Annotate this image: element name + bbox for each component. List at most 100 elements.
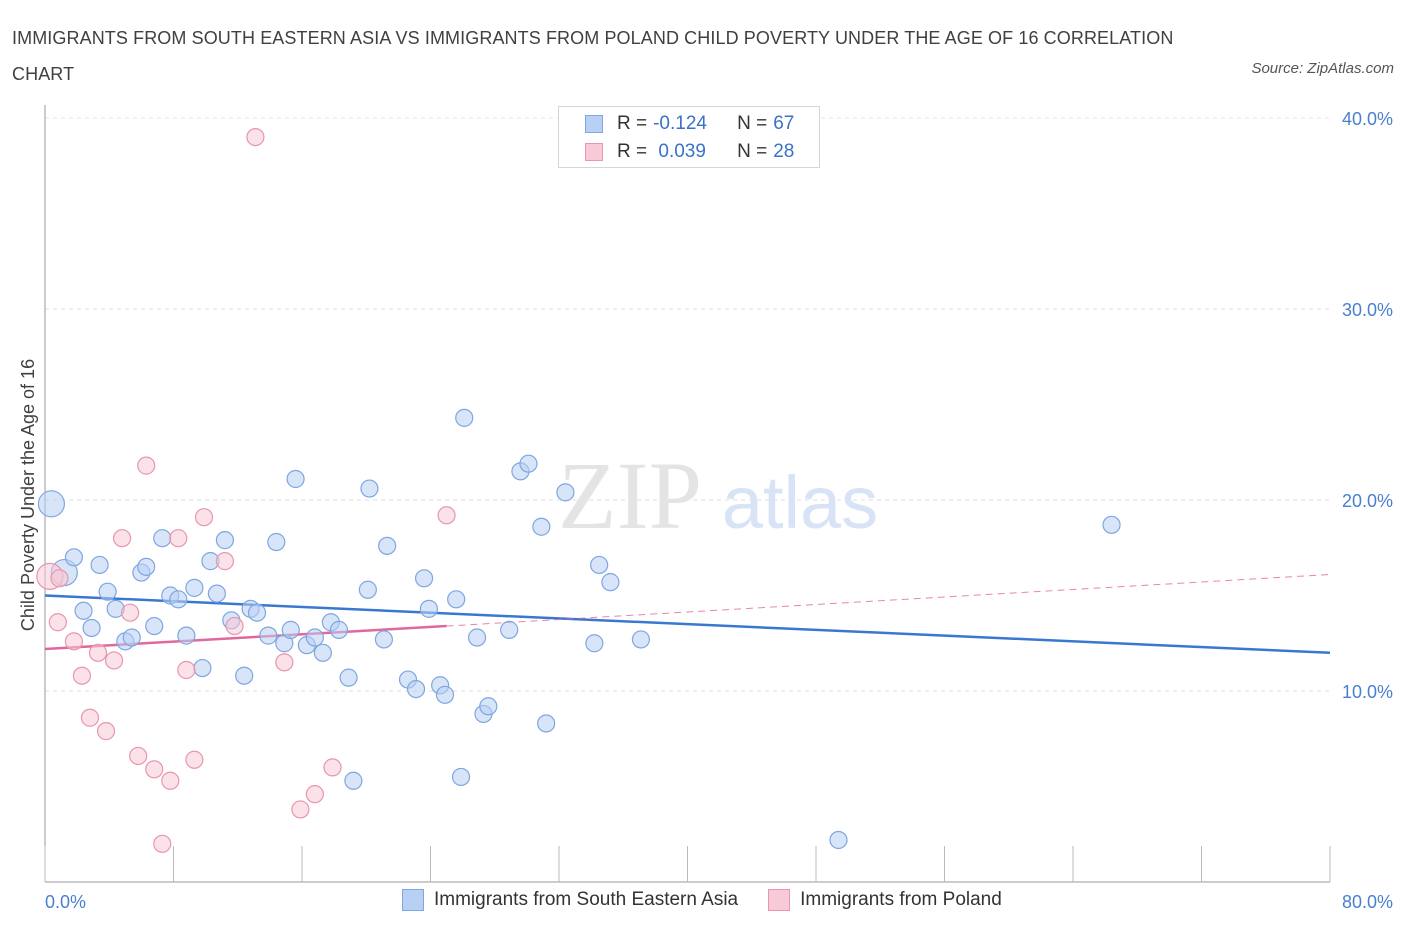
point-sea	[406, 679, 426, 699]
point-poland	[185, 750, 204, 769]
x-tick-labels: 0.0% 80.0%	[45, 892, 1393, 912]
point-sea	[193, 658, 212, 678]
legend-swatch-poland	[768, 889, 791, 911]
point-sea	[281, 620, 300, 639]
point-sea	[185, 578, 204, 597]
point-poland	[72, 666, 92, 685]
point-poland	[194, 508, 214, 527]
point-poland	[80, 708, 100, 727]
point-poland	[177, 660, 196, 680]
trend-line-poland	[44, 624, 447, 651]
r-value-poland: 0.039	[653, 141, 706, 162]
point-poland	[323, 758, 342, 777]
point-poland	[96, 722, 116, 741]
legend-label-sea: Immigrants from South Eastern Asia	[434, 889, 739, 910]
r-value-sea: -0.124	[653, 113, 707, 134]
trend-lines	[44, 573, 1331, 655]
n-label: N =	[737, 113, 768, 134]
point-poland	[275, 653, 294, 672]
legend-item-poland[interactable]: Immigrants from Poland	[768, 889, 1002, 911]
point-sea	[414, 569, 434, 588]
data-points	[36, 128, 1121, 853]
point-sea	[64, 548, 84, 567]
point-sea	[286, 469, 305, 489]
legend-item-sea[interactable]: Immigrants from South Eastern Asia	[402, 889, 738, 911]
point-sea	[601, 573, 620, 592]
point-sea	[829, 830, 848, 850]
point-poland	[145, 760, 164, 779]
legend-swatch-poland	[585, 143, 603, 161]
chart-title: IMMIGRANTS FROM SOUTH EASTERN ASIA VS IM…	[12, 28, 1174, 84]
point-sea	[537, 714, 556, 733]
n-value-sea: 67	[773, 113, 795, 134]
point-poland	[246, 128, 265, 147]
legend-swatch-sea	[585, 115, 603, 133]
point-poland	[437, 506, 456, 525]
legend-label-poland: Immigrants from Poland	[800, 889, 1002, 910]
point-sea	[74, 601, 93, 620]
point-sea	[259, 626, 278, 645]
point-sea	[177, 626, 196, 645]
point-sea	[98, 582, 117, 601]
point-sea	[215, 531, 234, 550]
point-sea	[590, 555, 609, 575]
point-sea	[378, 536, 397, 555]
point-sea	[467, 628, 487, 647]
x-tick-label: 0.0%	[45, 892, 86, 912]
y-tick-label: 30.0%	[1342, 300, 1393, 320]
point-poland	[215, 552, 234, 571]
point-sea	[137, 557, 156, 576]
point-sea	[532, 517, 551, 536]
point-sea	[37, 490, 66, 518]
point-poland	[129, 746, 148, 766]
point-sea	[447, 590, 466, 609]
point-sea	[153, 529, 172, 548]
point-poland	[64, 632, 84, 651]
point-sea	[235, 666, 254, 685]
point-sea	[451, 767, 471, 787]
y-tick-label: 20.0%	[1342, 491, 1393, 511]
point-sea	[479, 697, 498, 716]
point-poland	[305, 785, 324, 804]
point-sea	[556, 483, 575, 502]
point-sea	[419, 599, 438, 618]
point-poland	[161, 771, 180, 790]
point-sea	[267, 532, 286, 552]
correlation-legend: R = -0.124 N = 67 R = 0.039 N = 28	[558, 106, 820, 168]
point-sea	[82, 618, 101, 638]
point-poland	[48, 613, 67, 632]
legend-row-sea: R = -0.124 N = 67	[585, 110, 794, 138]
point-sea	[360, 479, 379, 498]
source-label: Source: ZipAtlas.com	[1251, 60, 1394, 77]
point-sea	[313, 643, 332, 662]
point-poland	[137, 456, 156, 475]
point-sea	[500, 620, 519, 639]
point-sea	[169, 590, 188, 609]
point-sea	[358, 580, 377, 599]
watermark-zip: ZIP	[558, 442, 702, 549]
point-sea	[631, 630, 651, 649]
y-axis-label: Child Poverty Under the Age of 16	[18, 359, 38, 631]
point-sea	[207, 584, 226, 603]
watermark-atlas: atlas	[722, 461, 878, 544]
point-poland	[50, 569, 69, 588]
n-label: N =	[737, 141, 768, 162]
n-value-poland: 28	[773, 141, 795, 162]
legend-row-poland: R = 0.039 N = 28	[585, 138, 794, 166]
r-label: R =	[617, 141, 648, 162]
point-sea	[329, 620, 349, 639]
point-sea	[145, 616, 164, 636]
y-tick-labels: 10.0% 20.0% 30.0% 40.0%	[1342, 109, 1393, 702]
legend-swatch-sea	[402, 889, 424, 911]
point-sea	[519, 454, 538, 473]
point-sea	[339, 668, 358, 687]
point-poland	[291, 800, 310, 819]
r-label: R =	[617, 113, 648, 134]
point-poland	[112, 529, 132, 548]
point-sea	[90, 555, 109, 575]
point-sea	[247, 603, 267, 622]
trend-line-extension	[446, 573, 1331, 627]
point-sea	[1102, 515, 1121, 534]
point-sea	[585, 634, 604, 653]
point-sea	[455, 408, 474, 427]
